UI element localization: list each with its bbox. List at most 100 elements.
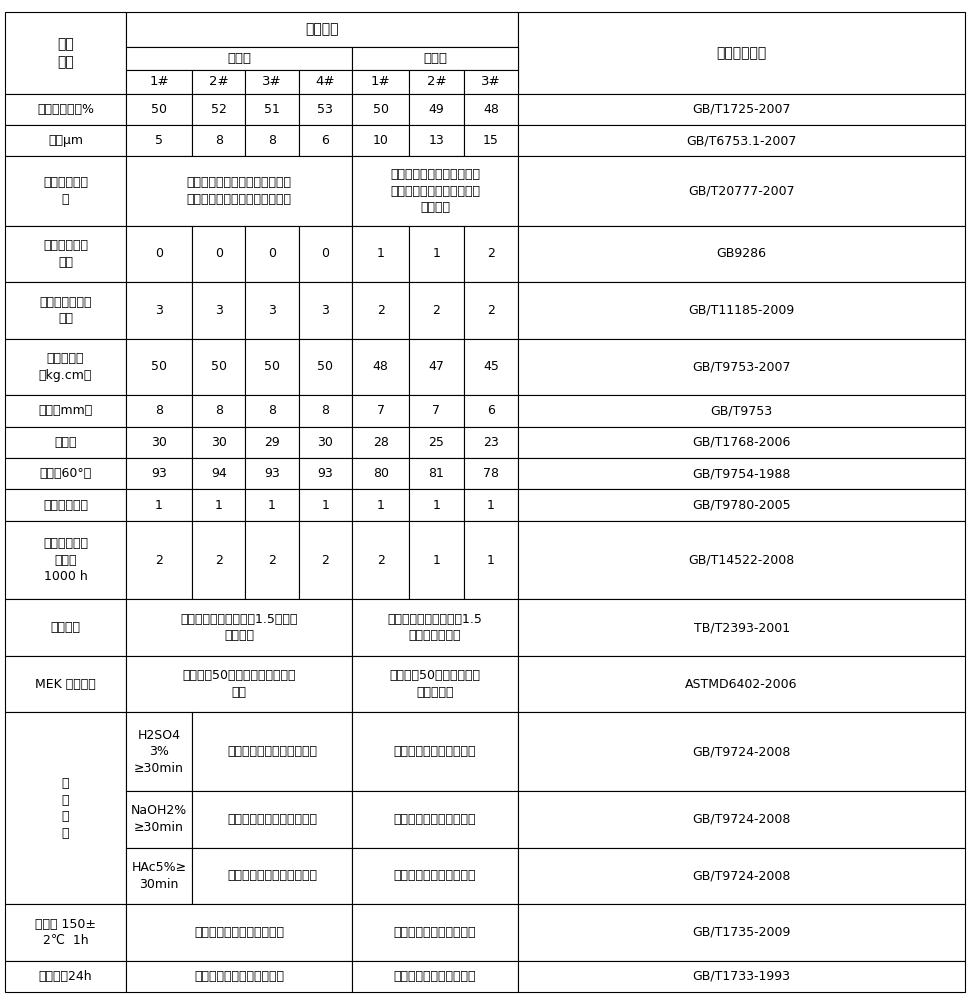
Bar	[126, 904, 352, 961]
Text: TB/T2393-2001: TB/T2393-2001	[693, 621, 789, 634]
Text: 80: 80	[372, 467, 389, 480]
Bar	[409, 125, 463, 156]
Text: 8: 8	[321, 404, 329, 417]
Text: 弯曲性能（锥形
轴）: 弯曲性能（锥形 轴）	[39, 296, 92, 325]
Bar	[463, 282, 517, 339]
Text: 93: 93	[317, 467, 333, 480]
Text: 49: 49	[428, 103, 444, 116]
Bar	[126, 961, 352, 992]
Text: 48: 48	[372, 360, 389, 373]
Bar	[298, 282, 352, 339]
Bar	[517, 12, 964, 94]
Bar	[517, 521, 964, 599]
Bar	[5, 339, 126, 395]
Text: 48: 48	[483, 103, 498, 116]
Bar	[126, 47, 352, 70]
Bar	[192, 427, 245, 458]
Text: 3: 3	[267, 304, 276, 317]
Text: 1: 1	[432, 247, 440, 260]
Text: 2: 2	[155, 554, 163, 567]
Text: 无起泡、脱落、开裂、起皱: 无起泡、脱落、开裂、起皱	[194, 926, 284, 939]
Text: 1: 1	[376, 247, 385, 260]
Bar	[463, 521, 517, 599]
Bar	[192, 458, 245, 489]
Bar	[352, 904, 517, 961]
Bar	[352, 70, 409, 94]
Text: 施工性能: 施工性能	[50, 621, 80, 634]
Text: 符合颜色要求，表面色调均
匀一致、无颗粒、针孔、气
泡、皱纹: 符合颜色要求，表面色调均 匀一致、无颗粒、针孔、气 泡、皱纹	[390, 168, 480, 214]
Text: 杯突（mm）: 杯突（mm）	[39, 404, 92, 417]
Text: 耐水性，24h: 耐水性，24h	[39, 970, 92, 983]
Text: 2: 2	[267, 554, 276, 567]
Text: 30: 30	[151, 436, 167, 449]
Text: 3#: 3#	[262, 75, 282, 88]
Bar	[192, 791, 352, 848]
Text: 7: 7	[432, 404, 440, 417]
Text: 1: 1	[486, 554, 494, 567]
Text: GB/T1725-2007: GB/T1725-2007	[692, 103, 790, 116]
Text: 无起泡、脱落、开裂、起皱: 无起泡、脱落、开裂、起皱	[194, 970, 284, 983]
Text: H2SO4
3%
≥30min: H2SO4 3% ≥30min	[134, 729, 184, 775]
Text: MEK 擦拭试验: MEK 擦拭试验	[35, 678, 96, 691]
Text: 每道干膜厚度为要求的1.5
倍时，成膜不好: 每道干膜厚度为要求的1.5 倍时，成膜不好	[388, 613, 482, 642]
Text: 起泡、脱落、开裂、起皱: 起泡、脱落、开裂、起皱	[393, 813, 476, 826]
Text: 0: 0	[155, 247, 163, 260]
Bar	[409, 339, 463, 395]
Bar	[352, 395, 409, 427]
Text: 93: 93	[264, 467, 280, 480]
Bar	[245, 125, 298, 156]
Text: 耐热性 150±
2℃  1h: 耐热性 150± 2℃ 1h	[35, 918, 96, 947]
Text: 8: 8	[214, 134, 223, 147]
Bar	[298, 521, 352, 599]
Text: GB/T9780-2005: GB/T9780-2005	[692, 499, 790, 512]
Text: 测试
项目: 测试 项目	[57, 37, 74, 69]
Text: 3: 3	[155, 304, 163, 317]
Text: 30: 30	[317, 436, 333, 449]
Text: 53: 53	[317, 103, 333, 116]
Bar	[517, 791, 964, 848]
Text: 细度μm: 细度μm	[47, 134, 83, 147]
Bar	[5, 94, 126, 125]
Bar	[192, 712, 352, 791]
Text: 29: 29	[264, 436, 280, 449]
Text: 1: 1	[321, 499, 329, 512]
Text: 耐磨性: 耐磨性	[54, 436, 77, 449]
Bar	[463, 125, 517, 156]
Bar	[463, 226, 517, 282]
Bar	[5, 458, 126, 489]
Bar	[192, 339, 245, 395]
Text: 28: 28	[372, 436, 389, 449]
Text: 往复擦拭50次，漆膜无漏底、无
溶解: 往复擦拭50次，漆膜无漏底、无 溶解	[182, 669, 296, 699]
Bar	[298, 395, 352, 427]
Text: 符合颜色要求，表面色调均匀一
致、无颗粒、针孔、气泡、皱纹: 符合颜色要求，表面色调均匀一 致、无颗粒、针孔、气泡、皱纹	[186, 176, 292, 206]
Bar	[192, 521, 245, 599]
Text: 1: 1	[486, 499, 494, 512]
Bar	[298, 458, 352, 489]
Bar	[517, 339, 964, 395]
Text: 45: 45	[483, 360, 498, 373]
Bar	[517, 94, 964, 125]
Bar	[517, 226, 964, 282]
Text: 1: 1	[432, 554, 440, 567]
Bar	[192, 395, 245, 427]
Text: 8: 8	[155, 404, 163, 417]
Bar	[5, 712, 126, 904]
Text: 抗冲击强度
（kg.cm）: 抗冲击强度 （kg.cm）	[39, 352, 92, 382]
Text: 15: 15	[483, 134, 498, 147]
Text: 2: 2	[321, 554, 329, 567]
Text: 50: 50	[151, 360, 167, 373]
Text: 耐人工气候加
速试验
1000 h: 耐人工气候加 速试验 1000 h	[43, 537, 88, 583]
Bar	[245, 489, 298, 521]
Text: 2: 2	[486, 304, 494, 317]
Bar	[517, 282, 964, 339]
Bar	[126, 489, 192, 521]
Text: 50: 50	[317, 360, 333, 373]
Bar	[245, 521, 298, 599]
Bar	[517, 656, 964, 712]
Text: GB9286: GB9286	[716, 247, 766, 260]
Bar	[517, 848, 964, 904]
Bar	[126, 656, 352, 712]
Text: 47: 47	[428, 360, 444, 373]
Text: 无起泡、脱落、开裂、起皱: 无起泡、脱落、开裂、起皱	[227, 745, 317, 758]
Text: 对比例: 对比例	[422, 52, 447, 65]
